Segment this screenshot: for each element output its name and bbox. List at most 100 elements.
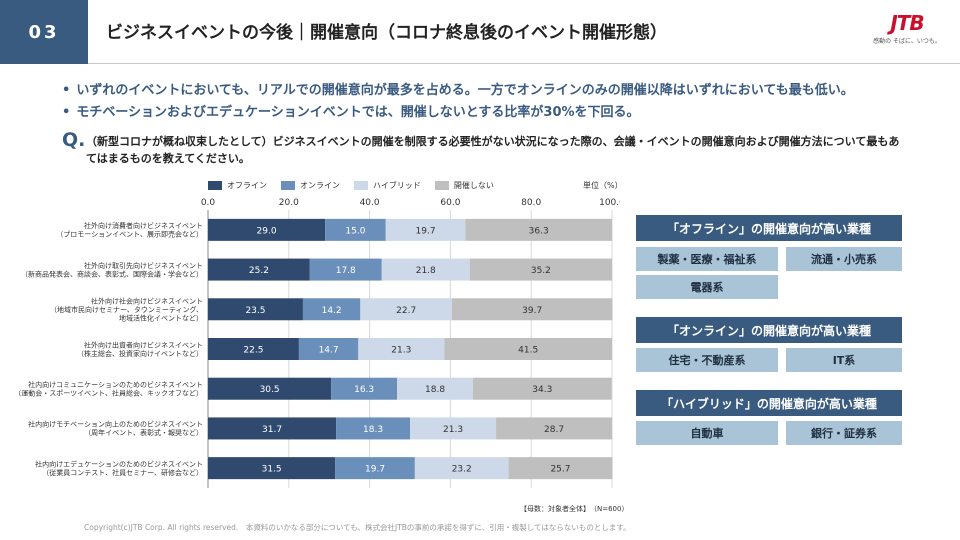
bullet-dot-icon: • xyxy=(62,105,71,120)
bar-value-label: 19.7 xyxy=(416,226,436,236)
category-label: 社外向け社会向けビジネスイベント xyxy=(91,296,203,305)
category-label: （プロモーションイベント、展示即売会など） xyxy=(56,230,203,239)
category-label: （地域市民向けセミナー、タウンミーティング、 xyxy=(50,305,203,314)
panel-header-hybrid: 「ハイブリッド」の開催意向が高い業種 xyxy=(636,390,902,416)
legend-label: 開催しない xyxy=(453,180,494,190)
bar-value-label: 21.3 xyxy=(391,346,411,356)
category-label: （周年イベント、表彰式・報奨など） xyxy=(84,428,203,437)
legend-swatch xyxy=(434,180,449,190)
jtb-logo: JTB 感動の そばに、いつも。 xyxy=(868,12,946,56)
x-tick-label: 40.0 xyxy=(360,198,380,208)
bar-value-label: 18.8 xyxy=(425,385,445,395)
bar-value-label: 36.3 xyxy=(529,226,549,236)
category-label: （新商品発表会、商談会、表彰式、国際会議・学会など） xyxy=(21,269,203,278)
bar-value-label: 28.7 xyxy=(544,425,564,435)
category-label: 社外向け消費者向けビジネスイベント xyxy=(84,221,203,230)
industry-tag: 銀行・証券系 xyxy=(786,421,902,445)
question-text: （新型コロナが概ね収束したとして）ビジネスイベントの開催を制限する必要性がない状… xyxy=(86,135,900,165)
chart-legend: オフライン オンライン ハイブリッド 開催しない xyxy=(208,178,508,192)
industry-tag: IT系 xyxy=(786,348,902,372)
category-label: 社内向けエデュケーションのためのビジネスイベント xyxy=(35,459,203,468)
unit-label: 単位（%） xyxy=(583,181,623,190)
bullet-text: いずれのイベントにおいても、リアルでの開催意向が最多を占める。一方でオンラインの… xyxy=(76,83,854,98)
bar-segment xyxy=(298,338,359,360)
bar-segment xyxy=(465,218,612,241)
bar-value-label: 25.2 xyxy=(249,266,269,276)
legend-item: 開催しない xyxy=(434,180,494,191)
bar-segment xyxy=(208,457,336,480)
bar-segment xyxy=(208,258,310,281)
stacked-bar-chart: 0.0 20.0 40.0 60.0 80.0 100.0 29.0 15.0 19.7 36.3… xyxy=(14,198,620,488)
x-tick-label: 100.0 xyxy=(599,198,620,208)
question-mark: Q. xyxy=(62,129,86,151)
bar-value-label: 22.5 xyxy=(243,346,263,356)
x-tick-label: 80.0 xyxy=(521,198,541,208)
industry-tag: 製薬・医療・福祉系 xyxy=(636,247,778,271)
bar-segment xyxy=(358,338,445,360)
bar-value-label: 41.5 xyxy=(518,346,538,356)
bar-segment xyxy=(397,377,474,400)
bar-segment xyxy=(414,457,509,480)
bar-value-label: 23.5 xyxy=(245,306,265,316)
legend-swatch xyxy=(354,180,368,190)
bar-segment xyxy=(302,298,361,321)
legend-swatch xyxy=(281,180,295,190)
bar-segment xyxy=(381,258,470,281)
bar-segment xyxy=(473,377,612,400)
legend-swatch xyxy=(208,180,222,190)
bar-value-label: 19.7 xyxy=(365,465,385,475)
legend-label: オフライン xyxy=(227,180,267,190)
bar-segment xyxy=(469,258,612,281)
bar-value-label: 14.2 xyxy=(322,306,342,316)
bar-value-label: 23.2 xyxy=(452,465,472,475)
legend-item: オンライン xyxy=(281,180,340,191)
bar-value-label: 21.8 xyxy=(416,266,436,276)
bar-value-label: 30.5 xyxy=(260,385,280,395)
bar-segment xyxy=(335,457,415,480)
bar-segment xyxy=(508,457,613,480)
bar-value-label: 14.7 xyxy=(319,346,339,356)
bar-value-label: 31.7 xyxy=(262,425,282,435)
x-tick-label: 60.0 xyxy=(440,198,460,208)
bar-value-label: 29.0 xyxy=(257,226,277,236)
bar-value-label: 22.7 xyxy=(396,306,416,316)
page-title: ビジネスイベントの今後｜開催意向（コロナ終息後のイベント開催形態） xyxy=(106,23,667,43)
bar-segment xyxy=(360,298,453,321)
bar-segment xyxy=(331,377,398,400)
bar-segment xyxy=(325,218,386,241)
industry-tag: 自動車 xyxy=(636,421,778,445)
bar-segment xyxy=(208,298,303,321)
bar-value-label: 15.0 xyxy=(345,226,365,236)
panel-header-offline: 「オフライン」の開催意向が高い業種 xyxy=(636,215,902,241)
bar-segment xyxy=(452,298,613,321)
bar-segment xyxy=(496,417,612,440)
bar-value-label: 35.2 xyxy=(531,266,551,276)
page-number: 03 xyxy=(0,0,88,64)
industry-tag: 電器系 xyxy=(636,275,778,299)
x-tick-label: 20.0 xyxy=(279,198,299,208)
panel-header-online: 「オンライン」の開催意向が高い業種 xyxy=(636,317,902,343)
bar-segment xyxy=(208,338,299,360)
industry-tag: 住宅・不動産系 xyxy=(636,348,778,372)
category-label: 社外向け取引先向けビジネスイベント xyxy=(84,261,203,270)
summary-bullets: • いずれのイベントにおいても、リアルでの開催意向が最多を占める。一方でオンライン… xyxy=(62,80,854,124)
category-label: 社内向けモチベーション向上のためのビジネスイベント xyxy=(28,420,203,429)
bar-value-label: 17.8 xyxy=(336,266,356,276)
logo-tagline: 感動の そばに、いつも。 xyxy=(873,38,941,45)
bar-segment xyxy=(309,258,382,281)
bar-value-label: 34.3 xyxy=(532,385,552,395)
category-label: 社内向けコミュニケーションのためのビジネスイベント xyxy=(28,380,203,389)
bar-segment xyxy=(385,218,466,241)
bar-segment xyxy=(444,338,612,360)
bar-value-label: 21.3 xyxy=(443,425,463,435)
category-label: （運動会・スポーツイベント、社員総会、キックオフなど） xyxy=(14,388,203,397)
bar-value-label: 25.7 xyxy=(550,465,570,475)
category-label: 地域活性化イベントなど） xyxy=(119,313,203,322)
summary-bullet: • モチベーションおよびエデュケーションイベントでは、開催しないとする比率が30%… xyxy=(62,102,854,124)
bullet-text: モチベーションおよびエデュケーションイベントでは、開催しないとする比率が30%を… xyxy=(76,105,640,120)
bar-segment xyxy=(208,417,337,440)
x-tick-label: 0.0 xyxy=(201,198,216,208)
category-label: 社外向け出資者向けビジネスイベント xyxy=(84,340,203,349)
bullet-dot-icon: • xyxy=(62,83,71,98)
copyright-footer: Copyright(c)JTB Corp. All rights reserve… xyxy=(84,523,631,532)
